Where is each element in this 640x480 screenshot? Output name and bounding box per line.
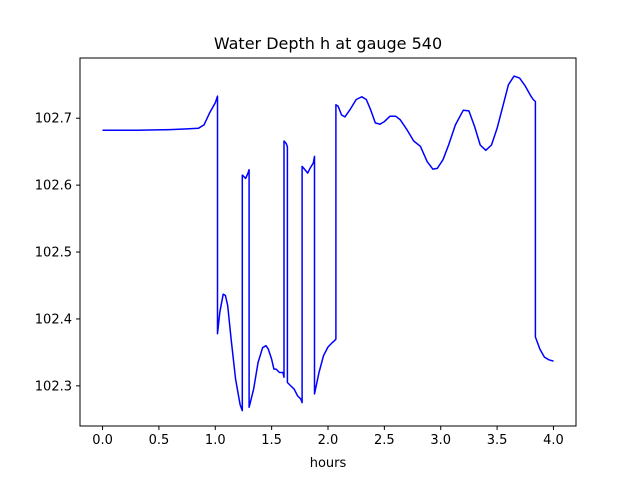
y-tick-label: 102.7	[35, 112, 72, 127]
series-layer	[102, 75, 554, 412]
y-tick-label: 102.5	[35, 246, 72, 261]
y-tick-label: 102.4	[35, 312, 72, 327]
x-tick-label: 0.0	[92, 433, 113, 448]
x-tick-label: 0.5	[149, 433, 170, 448]
chart-title: Water Depth h at gauge 540	[214, 34, 442, 53]
x-axis-label: hours	[310, 456, 347, 471]
x-axis-ticks: 0.0 0.5 1.0 1.5 2.0 2.5 3.0 3.5 4.0	[92, 426, 564, 448]
y-tick-label: 102.6	[35, 179, 72, 194]
x-tick-label: 3.5	[487, 433, 508, 448]
x-tick-label: 2.0	[318, 433, 339, 448]
x-tick-label: 3.0	[430, 433, 451, 448]
x-tick-label: 1.5	[261, 433, 282, 448]
x-tick-label: 1.0	[205, 433, 226, 448]
series-line	[102, 75, 554, 412]
y-tick-label: 102.3	[35, 379, 72, 394]
y-axis-ticks: 102.3 102.4 102.5 102.6 102.7	[35, 112, 80, 394]
x-tick-label: 2.5	[374, 433, 395, 448]
x-tick-label: 4.0	[543, 433, 564, 448]
